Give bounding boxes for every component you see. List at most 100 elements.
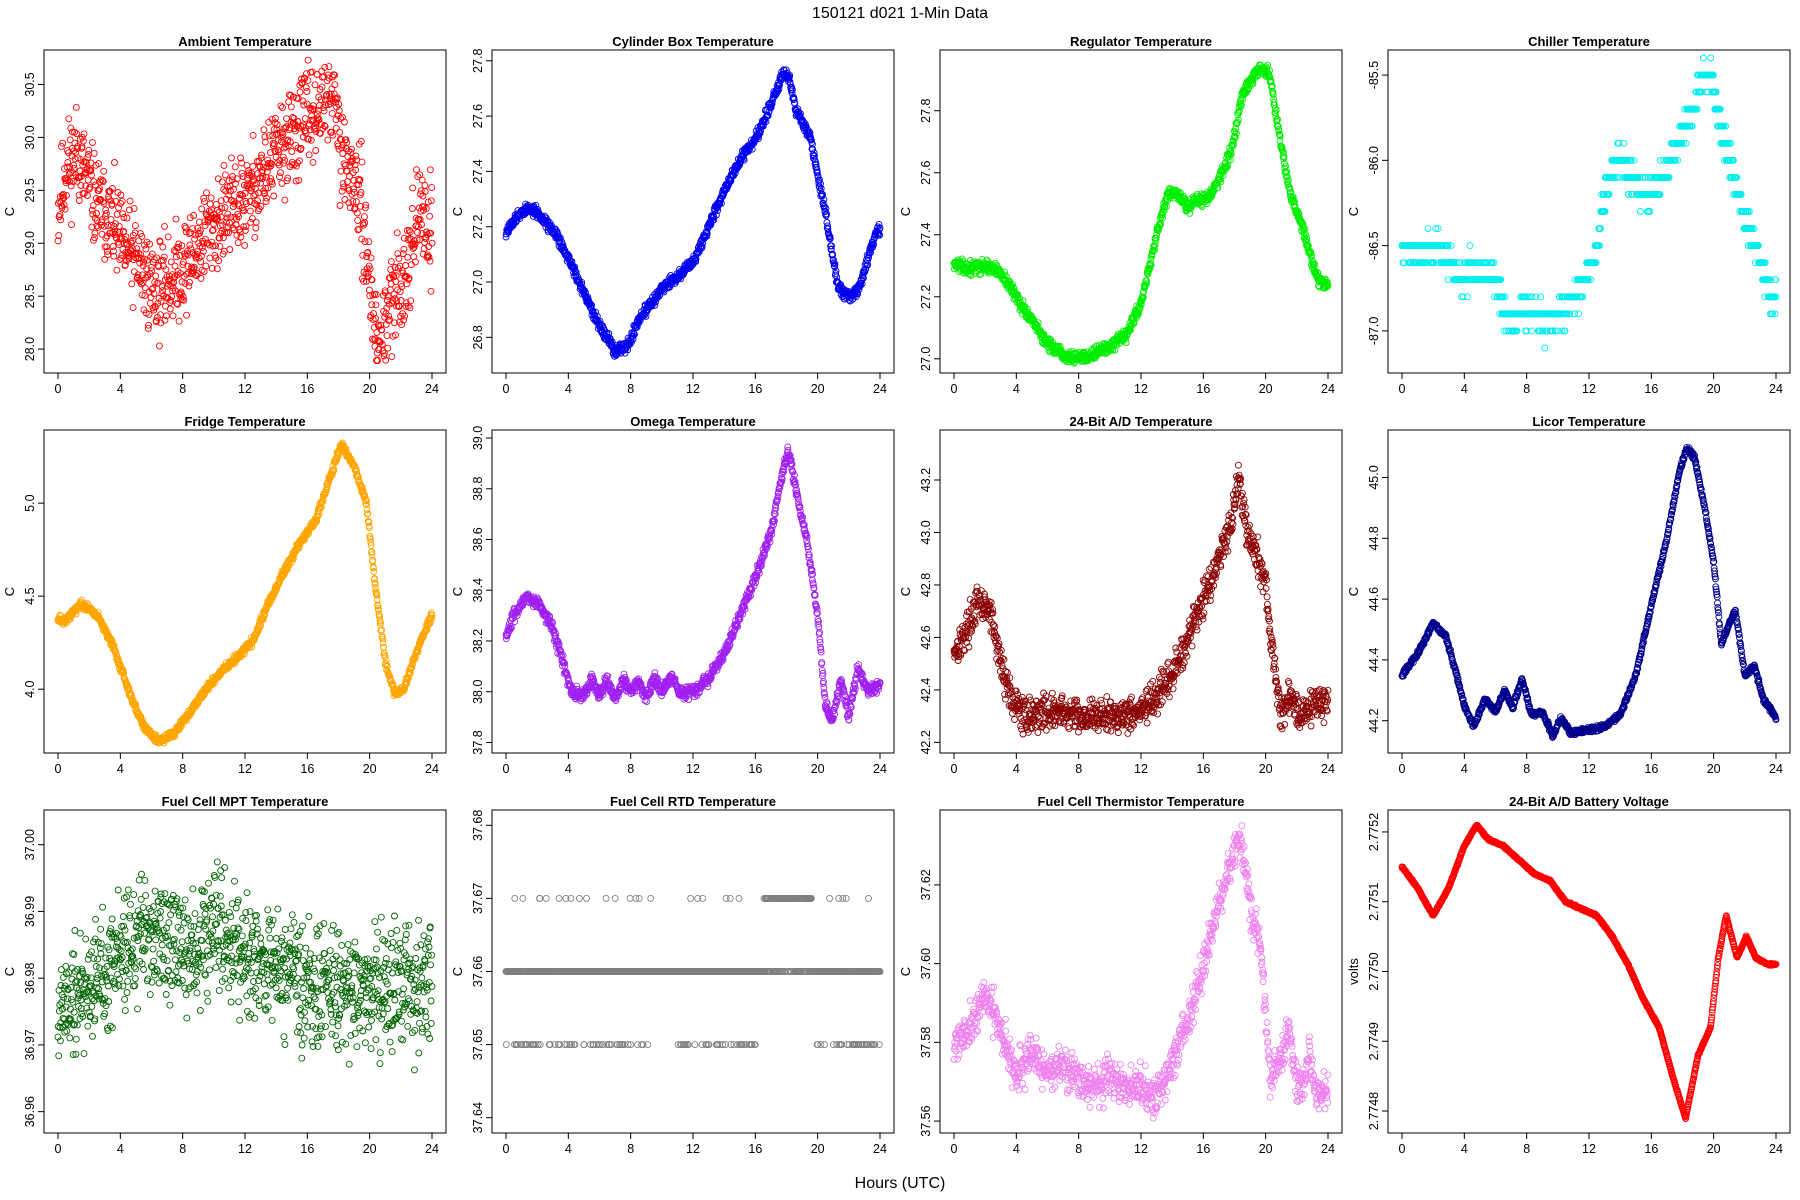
data-point	[1699, 54, 1707, 62]
data-point	[383, 332, 391, 340]
y-tick-label: 27.2	[471, 215, 485, 239]
data-point	[216, 234, 224, 242]
data-point	[288, 148, 296, 155]
data-point	[380, 349, 388, 357]
y-axis-label: C	[450, 207, 465, 216]
x-tick-label: 24	[1321, 382, 1335, 396]
data-point	[215, 208, 223, 216]
data-point	[120, 227, 128, 235]
data-point	[201, 235, 209, 243]
data-point	[118, 197, 126, 205]
data-point	[93, 210, 100, 217]
data-point	[208, 238, 216, 246]
data-point	[404, 253, 412, 261]
data-point	[159, 287, 166, 295]
data-point	[131, 222, 139, 230]
data-point	[325, 74, 333, 82]
data-point	[242, 223, 250, 231]
data-point	[133, 245, 141, 253]
data-point	[350, 188, 358, 196]
x-tick-label: 16	[300, 762, 314, 776]
data-point	[556, 234, 564, 242]
data-point	[239, 191, 247, 199]
data-point	[336, 202, 344, 209]
data-point	[180, 258, 187, 266]
data-point	[88, 171, 95, 179]
data-point	[275, 161, 283, 169]
data-point	[64, 159, 72, 166]
data-point	[402, 299, 410, 307]
data-point	[372, 301, 380, 309]
data-point	[400, 234, 408, 242]
data-point	[146, 240, 154, 248]
data-point	[93, 222, 101, 230]
data-point	[102, 210, 110, 218]
data-point	[207, 209, 215, 217]
data-point	[425, 253, 433, 261]
data-points	[54, 439, 436, 747]
data-point	[352, 166, 360, 174]
data-point	[328, 109, 336, 117]
data-point	[415, 204, 423, 212]
data-point	[338, 187, 346, 195]
data-point	[197, 252, 205, 260]
data-point	[309, 158, 317, 166]
data-point	[207, 194, 215, 202]
data-point	[89, 202, 97, 210]
data-point	[401, 312, 409, 320]
data-point	[175, 317, 183, 325]
data-points	[1398, 54, 1780, 352]
y-tick-label: 26.8	[471, 325, 485, 349]
data-point	[178, 242, 186, 250]
data-point	[351, 161, 359, 169]
data-point	[198, 205, 206, 213]
x-tick-label: 24	[425, 762, 439, 776]
data-point	[113, 266, 121, 274]
data-point	[262, 198, 270, 205]
data-point	[421, 181, 429, 189]
x-tick-label: 0	[55, 762, 62, 776]
data-point	[405, 274, 413, 282]
data-point	[125, 206, 133, 214]
data-point	[208, 264, 216, 272]
data-point	[374, 321, 382, 329]
data-point	[138, 291, 146, 299]
data-point	[390, 272, 398, 280]
data-point	[407, 297, 415, 305]
data-point	[586, 300, 594, 308]
data-point	[141, 284, 149, 292]
data-point	[338, 113, 346, 121]
data-point	[67, 124, 75, 132]
data-point	[350, 185, 357, 193]
data-point	[382, 320, 390, 328]
data-point	[400, 316, 408, 324]
data-point	[314, 116, 322, 124]
data-point	[413, 222, 421, 230]
data-points	[502, 66, 884, 360]
data-point	[172, 215, 180, 223]
data-point	[360, 277, 368, 285]
data-point	[248, 184, 256, 192]
x-tick-label: 20	[363, 382, 377, 396]
data-point	[59, 139, 67, 147]
data-point	[392, 331, 399, 339]
data-point	[126, 197, 134, 205]
y-axis-label: C	[2, 207, 17, 216]
data-point	[99, 198, 107, 206]
data-point	[117, 191, 125, 199]
data-point	[375, 346, 383, 353]
plot-frame	[1387, 49, 1791, 374]
data-point	[206, 200, 214, 208]
data-point	[71, 128, 79, 136]
data-point	[65, 170, 73, 178]
data-point	[361, 219, 369, 227]
x-tick-label: 0	[503, 382, 510, 396]
data-point	[378, 340, 386, 348]
data-point	[382, 356, 390, 364]
data-point	[376, 338, 384, 346]
data-point	[411, 258, 419, 266]
data-point	[233, 175, 241, 183]
data-point	[355, 181, 363, 189]
data-point	[218, 204, 226, 212]
data-point	[111, 228, 119, 235]
